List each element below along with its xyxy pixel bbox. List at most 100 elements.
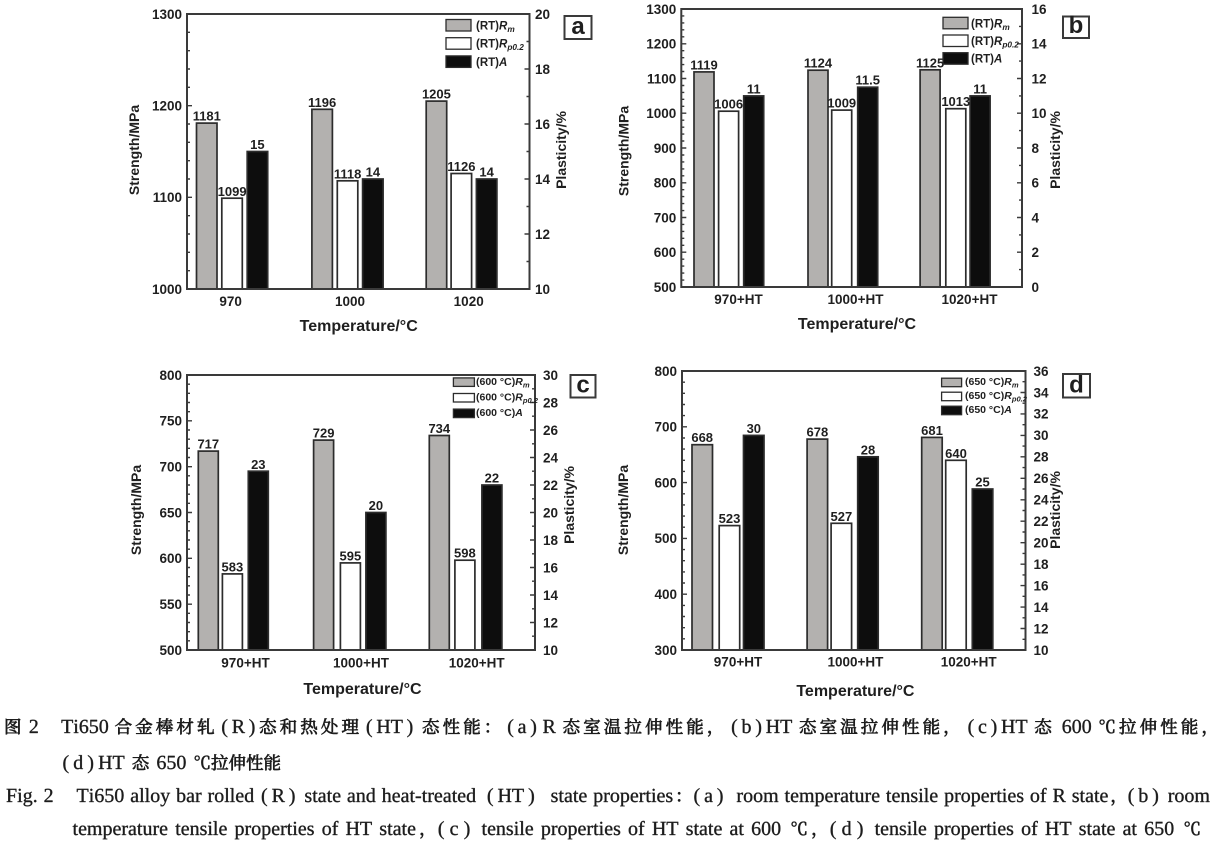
svg-text:(RT)Rm: (RT)Rm <box>476 21 515 35</box>
svg-text:(RT)Rp0.2: (RT)Rp0.2 <box>971 36 1019 50</box>
svg-text:1196: 1196 <box>308 95 336 110</box>
svg-text:1013: 1013 <box>941 94 970 109</box>
svg-text:650: 650 <box>159 505 182 520</box>
svg-text:14: 14 <box>1032 37 1048 52</box>
svg-text:527: 527 <box>831 509 853 524</box>
svg-text:23: 23 <box>251 457 265 472</box>
svg-text:Plasticity/%: Plasticity/% <box>1047 471 1063 549</box>
svg-text:Strength/MPa: Strength/MPa <box>128 465 144 555</box>
svg-text:970: 970 <box>219 294 242 309</box>
svg-text:10: 10 <box>1034 643 1049 658</box>
svg-text:(600 °C)Rp0.2: (600 °C)Rp0.2 <box>476 392 539 406</box>
svg-text:700: 700 <box>159 460 182 475</box>
svg-text:1020: 1020 <box>454 294 484 309</box>
svg-text:0: 0 <box>1032 280 1040 295</box>
svg-text:14: 14 <box>1034 600 1050 615</box>
svg-text:1006: 1006 <box>714 97 743 112</box>
svg-text:(RT)A: (RT)A <box>476 57 507 69</box>
svg-text:Plasticity/%: Plasticity/% <box>1047 111 1063 189</box>
svg-text:14: 14 <box>535 172 551 187</box>
svg-text:595: 595 <box>340 548 362 563</box>
svg-text:700: 700 <box>654 210 677 225</box>
svg-text:970+HT: 970+HT <box>714 292 763 307</box>
svg-text:(600 °C)Rm: (600 °C)Rm <box>476 376 530 390</box>
svg-text:8: 8 <box>1032 141 1040 156</box>
svg-text:18: 18 <box>543 533 559 548</box>
svg-text:300: 300 <box>654 643 677 658</box>
svg-text:10: 10 <box>1032 106 1047 121</box>
svg-text:Temperature/°C: Temperature/°C <box>796 683 915 700</box>
svg-text:(650 °C)Rm: (650 °C)Rm <box>965 376 1019 390</box>
svg-text:18: 18 <box>535 62 551 77</box>
svg-text:25: 25 <box>975 475 989 490</box>
svg-text:1126: 1126 <box>447 159 475 174</box>
svg-text:Strength/MPa: Strength/MPa <box>615 465 631 555</box>
svg-text:500: 500 <box>654 531 677 546</box>
svg-text:668: 668 <box>691 430 713 445</box>
svg-text:1099: 1099 <box>218 184 247 199</box>
svg-text:600: 600 <box>654 475 677 490</box>
svg-text:1020+HT: 1020+HT <box>941 655 998 670</box>
svg-text:678: 678 <box>807 425 829 440</box>
svg-text:523: 523 <box>719 511 741 526</box>
svg-text:800: 800 <box>159 368 182 383</box>
svg-text:12: 12 <box>1032 71 1047 86</box>
svg-text:Temperature/°C: Temperature/°C <box>300 318 419 335</box>
svg-text:d: d <box>1069 372 1084 399</box>
svg-text:26: 26 <box>1034 471 1050 486</box>
svg-text:500: 500 <box>159 643 182 658</box>
svg-text:1205: 1205 <box>422 87 451 102</box>
svg-text:1300: 1300 <box>152 7 182 22</box>
svg-text:1000: 1000 <box>335 294 365 309</box>
svg-text:583: 583 <box>222 559 244 574</box>
svg-text:10: 10 <box>535 282 550 297</box>
svg-text:12: 12 <box>1034 621 1049 636</box>
svg-text:14: 14 <box>366 165 381 180</box>
svg-text:30: 30 <box>543 368 558 383</box>
svg-text:1181: 1181 <box>193 109 221 124</box>
svg-text:20: 20 <box>535 7 550 22</box>
svg-text:26: 26 <box>543 423 559 438</box>
svg-text:32: 32 <box>1034 407 1049 422</box>
svg-text:Temperature/°C: Temperature/°C <box>798 316 917 333</box>
svg-text:a: a <box>571 13 585 40</box>
svg-text:500: 500 <box>654 280 677 295</box>
svg-text:24: 24 <box>543 450 559 465</box>
svg-text:12: 12 <box>543 615 558 630</box>
svg-text:700: 700 <box>654 420 677 435</box>
svg-text:1000: 1000 <box>152 282 182 297</box>
svg-text:600: 600 <box>159 551 182 566</box>
svg-text:598: 598 <box>454 546 476 561</box>
svg-text:14: 14 <box>543 588 559 603</box>
svg-text:(600 °C)A: (600 °C)A <box>476 407 523 419</box>
svg-text:10: 10 <box>543 643 558 658</box>
svg-text:1100: 1100 <box>647 71 676 86</box>
svg-text:Plasticity/%: Plasticity/% <box>553 111 569 189</box>
svg-text:800: 800 <box>654 176 677 191</box>
svg-text:14: 14 <box>479 165 494 180</box>
svg-text:1000+HT: 1000+HT <box>827 655 884 670</box>
svg-text:717: 717 <box>197 437 219 452</box>
svg-text:1000: 1000 <box>646 106 676 121</box>
svg-text:(RT)Rm: (RT)Rm <box>971 18 1010 32</box>
svg-text:30: 30 <box>747 421 761 436</box>
svg-text:20: 20 <box>1034 536 1049 551</box>
svg-text:c: c <box>576 372 589 399</box>
svg-text:Plasticity/%: Plasticity/% <box>561 466 577 544</box>
svg-text:20: 20 <box>543 505 558 520</box>
svg-text:800: 800 <box>654 364 677 379</box>
svg-text:22: 22 <box>543 478 558 493</box>
svg-text:600: 600 <box>654 245 677 260</box>
svg-text:20: 20 <box>369 498 383 513</box>
svg-text:(650 °C)A: (650 °C)A <box>965 404 1012 416</box>
svg-text:28: 28 <box>543 395 559 410</box>
svg-text:640: 640 <box>945 446 967 461</box>
svg-text:1200: 1200 <box>152 99 182 114</box>
svg-text:1020+HT: 1020+HT <box>942 292 999 307</box>
svg-text:550: 550 <box>159 597 182 612</box>
svg-text:28: 28 <box>1034 450 1050 465</box>
svg-text:1124: 1124 <box>804 56 833 71</box>
svg-text:11.5: 11.5 <box>855 73 880 88</box>
svg-text:1119: 1119 <box>690 57 718 72</box>
svg-text:729: 729 <box>313 426 335 441</box>
